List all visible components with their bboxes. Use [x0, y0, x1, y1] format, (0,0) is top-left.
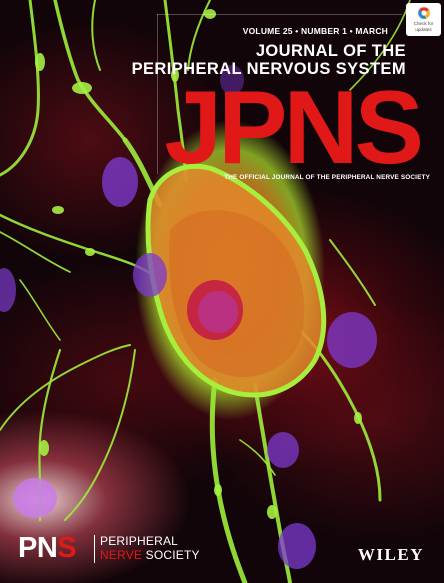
journal-title-line2: PERIPHERAL NERVOUS SYSTEM — [131, 60, 406, 78]
society-name-accent: NERVE — [100, 548, 143, 562]
journal-acronym: JPNS — [164, 70, 424, 186]
volume-label: VOLUME 25 — [242, 26, 293, 36]
society-name-line2: NERVE SOCIETY — [100, 549, 200, 562]
number-label: NUMBER 1 — [301, 26, 348, 36]
journal-title: JOURNAL OF THE PERIPHERAL NERVOUS SYSTEM — [132, 42, 406, 78]
issue-separator: • — [349, 26, 353, 36]
journal-tagline: THE OFFICIAL JOURNAL OF THE PERIPHERAL N… — [224, 174, 430, 181]
society-acronym: PNS — [18, 532, 77, 564]
society-name-rest: SOCIETY — [142, 548, 200, 562]
society-divider — [94, 535, 95, 563]
society-acronym-accent: S — [57, 532, 77, 564]
society-name-line1: PERIPHERAL — [100, 534, 179, 548]
check-for-updates-label-2: updates — [415, 27, 432, 32]
cover-frame-line — [157, 14, 402, 15]
check-for-updates-label: Check for — [413, 21, 434, 26]
cover-frame-line — [157, 14, 158, 174]
society-acronym-main: PN — [18, 532, 58, 564]
journal-title-line1: JOURNAL OF THE — [255, 42, 406, 60]
issue-separator: • — [295, 26, 299, 36]
check-for-updates-badge[interactable]: Check for updates — [406, 3, 441, 36]
publisher-logo: WILEY — [357, 545, 424, 564]
issue-info: VOLUME 25 • NUMBER 1 • MARCH — [243, 26, 388, 36]
month-label: MARCH — [355, 26, 388, 36]
crossmark-icon — [417, 6, 430, 20]
